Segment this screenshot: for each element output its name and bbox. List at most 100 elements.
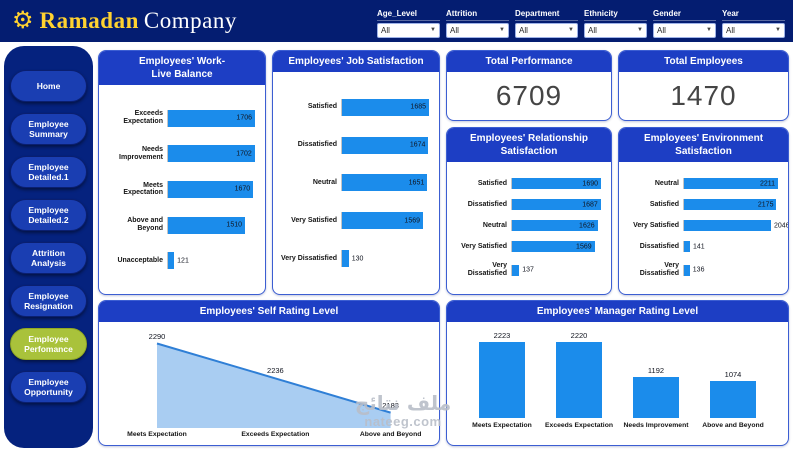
column-value-label: 2220 — [570, 331, 588, 341]
area-category-label: Exceeds Expectation — [241, 431, 310, 438]
column-item: 1074 Above and Beyond — [697, 330, 769, 441]
bar-row: Very Satisfied 1569 — [451, 241, 601, 253]
bar-row: Satisfied 1690 — [451, 178, 601, 190]
filter-dropdown-department[interactable]: All ▼ — [515, 22, 578, 38]
total-performance-value: 6709 — [495, 80, 563, 111]
total-employees-value: 1470 — [670, 80, 737, 111]
bar-category-label: Meets Expectation — [123, 181, 163, 197]
total-performance-body: 6709 — [447, 72, 611, 120]
bar[interactable] — [684, 178, 778, 190]
bar-row: Dissatisfied 141 — [623, 241, 778, 253]
bar-category-label: Dissatisfied — [297, 141, 337, 149]
bar-value-label: 1685 — [410, 103, 426, 111]
bar-track: 141 — [683, 241, 778, 253]
column-bar[interactable] — [710, 381, 756, 418]
card-title-environment-satisfaction: Employees' Environment Satisfaction — [619, 128, 788, 162]
bar[interactable] — [342, 136, 429, 154]
bar[interactable] — [342, 174, 428, 192]
area-line — [157, 344, 391, 413]
column-bar[interactable] — [633, 377, 679, 418]
card-job-satisfaction: Employees' Job Satisfaction Satisfied 168… — [272, 50, 440, 295]
filter-dropdown-attrition[interactable]: All ▼ — [446, 22, 509, 38]
bar-track: 1690 — [511, 178, 601, 190]
bar-row: Satisfied 1685 — [277, 98, 429, 116]
bar[interactable] — [512, 199, 601, 211]
column-bar[interactable] — [556, 342, 602, 418]
filter-attrition: Attrition All ▼ — [446, 9, 509, 38]
bar[interactable] — [684, 199, 777, 211]
bar-value-label: 1569 — [404, 217, 420, 225]
bar-row: Very Dissatisfied 136 — [623, 262, 778, 277]
card-total-employees: Total Employees 1470 — [618, 50, 789, 121]
sidebar-nav: Home Employee Summary Employee Detailed.1 E… — [4, 46, 93, 448]
bar[interactable] — [168, 216, 245, 234]
filter-dropdown-year[interactable]: All ▼ — [722, 22, 785, 38]
bar[interactable] — [342, 250, 349, 268]
bar-row: Satisfied 2175 — [623, 199, 778, 211]
bar-value-label: 121 — [177, 257, 189, 265]
bar-category-label: Above and Beyond — [127, 217, 163, 233]
sidebar-item-attrition-analysis[interactable]: Attrition Analysis — [10, 242, 87, 274]
card-title-self-rating: Employees' Self Rating Level — [99, 301, 439, 322]
card-work-live-balance: Employees' Work-Live Balance Exceeds Exp… — [98, 50, 266, 295]
bar-category-label: Neutral — [482, 221, 507, 229]
bar-category-label: Neutral — [312, 179, 337, 187]
bar[interactable] — [684, 264, 690, 276]
bar[interactable] — [512, 220, 598, 232]
card-title-manager-rating: Employees' Manager Rating Level — [447, 301, 788, 322]
column-bar[interactable] — [479, 342, 525, 418]
bar-category-label: Very Satisfied — [291, 216, 337, 224]
bar-category-label: Satisfied — [649, 200, 679, 208]
bar-category-label: Dissatisfied — [639, 243, 679, 251]
sidebar-item-employee-detailed-2[interactable]: Employee Detailed.2 — [10, 199, 87, 231]
bar-row: Very Satisfied 1569 — [277, 212, 429, 230]
bar-track: 137 — [511, 264, 601, 276]
filter-year: Year All ▼ — [722, 9, 785, 38]
column-item: 2223 Meets Expectation — [466, 330, 538, 441]
sidebar-item-employee-detailed-1[interactable]: Employee Detailed.1 — [10, 156, 87, 188]
area-point-value-label: 2183 — [382, 400, 399, 410]
filter-label-ethnicity: Ethnicity — [584, 9, 647, 21]
filter-label-department: Department — [515, 9, 578, 21]
filter-department: Department All ▼ — [515, 9, 578, 38]
bar[interactable] — [684, 241, 690, 253]
bar-value-label: 1674 — [409, 141, 426, 149]
sidebar-item-employee-perfomance[interactable]: Employee Perfomance — [10, 328, 87, 360]
area-fill[interactable] — [157, 343, 391, 428]
bar-track: 1651 — [341, 174, 429, 192]
bar-row: Needs Improvement 1702 — [103, 145, 255, 163]
sidebar-item-employee-summary[interactable]: Employee Summary — [10, 113, 87, 145]
bar[interactable] — [168, 252, 175, 270]
total-employees-body: 1470 — [619, 72, 788, 120]
filter-age-level: Age_Level All ▼ — [377, 9, 440, 38]
bar[interactable] — [512, 264, 520, 276]
filter-gender: Gender All ▼ — [653, 9, 716, 38]
bar-track: 1670 — [167, 180, 255, 198]
bar-value-label: 1670 — [234, 185, 251, 193]
sidebar-item-home[interactable]: Home — [10, 70, 87, 102]
filter-dropdown-gender[interactable]: All ▼ — [653, 22, 716, 38]
bar-value-label: 1510 — [226, 221, 242, 229]
bar[interactable] — [342, 98, 429, 116]
bar[interactable] — [168, 109, 255, 127]
bar[interactable] — [684, 220, 771, 232]
bar[interactable] — [342, 212, 423, 230]
area-point-value-label: 2290 — [148, 331, 166, 341]
bar[interactable] — [168, 145, 255, 163]
bar-row: Unacceptable 121 — [103, 252, 255, 270]
bar-track: 1569 — [511, 241, 601, 253]
gear-logo-icon: ⚙ — [12, 7, 34, 34]
top-header-bar: ⚙ Ramadan Company Age_Level All ▼ Attrition A… — [0, 0, 793, 42]
column-item: 2220 Exceeds Expectation — [543, 330, 615, 441]
bar[interactable] — [512, 178, 601, 190]
bar[interactable] — [168, 180, 254, 198]
filter-dropdown-ethnicity[interactable]: All ▼ — [584, 22, 647, 38]
bar-row: Neutral 1651 — [277, 174, 429, 192]
filter-dropdown-age-level[interactable]: All ▼ — [377, 22, 440, 38]
sidebar-item-employee-opportunity[interactable]: Employee Opportunity — [10, 371, 87, 403]
sidebar-item-employee-resignation[interactable]: Employee Resignation — [10, 285, 87, 317]
bar-row: Exceeds Expectation 1706 — [103, 109, 255, 127]
area-category-label: Above and Beyond — [359, 431, 422, 438]
self-rating-area-shape[interactable] — [109, 332, 429, 428]
bar[interactable] — [512, 241, 595, 253]
